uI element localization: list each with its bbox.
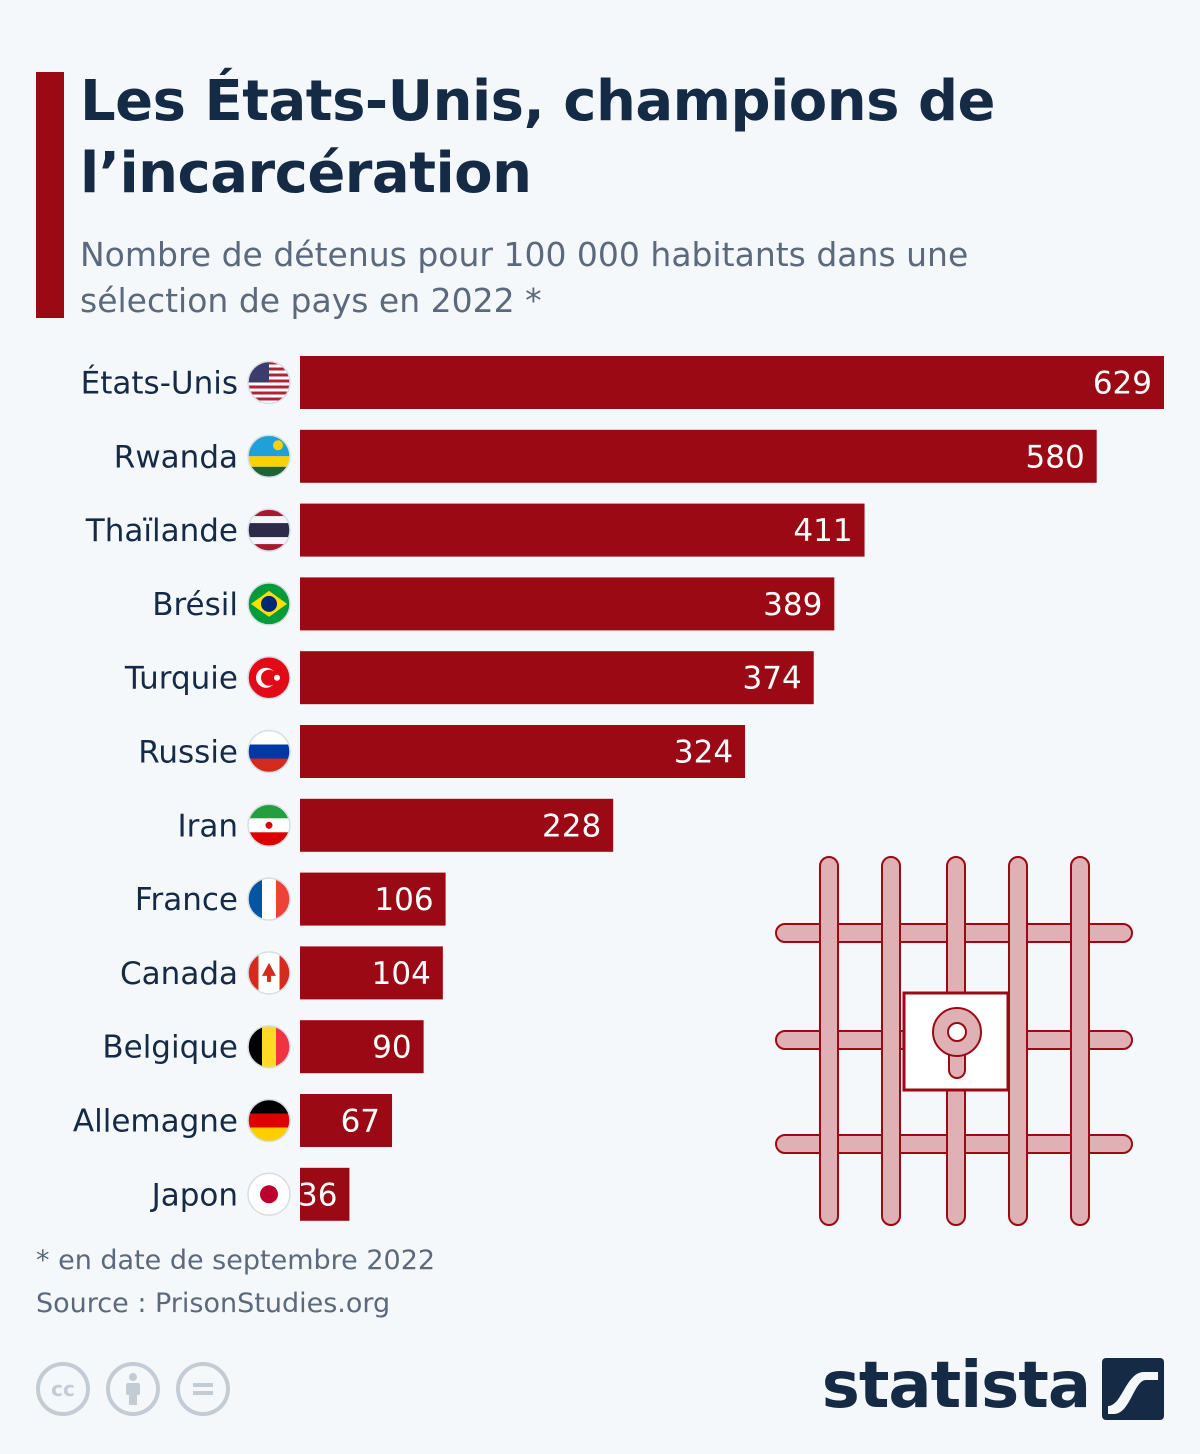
statista-brand[interactable]: statista	[821, 1349, 1091, 1423]
germany-flag-icon	[247, 1098, 291, 1143]
canada-flag-icon	[247, 951, 291, 995]
bar-value-label: 411	[793, 513, 852, 549]
page-subtitle: Nombre de détenus pour 100 000 habitants…	[80, 235, 969, 320]
brazil-flag-icon	[247, 582, 291, 626]
bar-row: 580 Rwanda	[114, 429, 1097, 483]
bar-row: 106 France	[135, 872, 446, 926]
bar	[300, 872, 446, 926]
footnote: * en date de septembre 2022	[36, 1245, 436, 1276]
bar-row: 228 Iran	[177, 798, 614, 852]
attribution-icon[interactable]	[106, 1362, 160, 1416]
bar	[300, 503, 865, 557]
statista-logo-icon[interactable]	[1102, 1358, 1164, 1420]
bar-row: 411 Thaïlande	[85, 503, 865, 557]
bar-value-label: 389	[763, 587, 822, 623]
jail-cell-bars-icon	[775, 856, 1133, 1226]
bar-value-label: 228	[542, 808, 601, 844]
russia-flag-icon	[247, 729, 291, 774]
bar	[300, 1020, 424, 1074]
bar-value-label: 90	[372, 1030, 411, 1066]
bar-row: 90 Belgique	[102, 1020, 424, 1074]
bar-value-label: 374	[743, 661, 802, 697]
rwanda-flag-icon	[247, 434, 291, 479]
bar-row: 104 Canada	[120, 946, 443, 1000]
bar-value-label: 106	[374, 882, 433, 918]
category-label: Allemagne	[73, 1104, 238, 1140]
bar	[300, 1094, 393, 1147]
bar	[300, 356, 1164, 409]
category-label: Canada	[120, 956, 238, 992]
turkey-flag-icon	[247, 655, 291, 700]
thailand-flag-icon	[247, 508, 291, 552]
no-derivatives-icon[interactable]	[176, 1362, 230, 1416]
title-accent-bar	[36, 72, 64, 318]
category-label: France	[135, 882, 238, 918]
bar-value-label: 67	[341, 1104, 380, 1140]
category-label: Belgique	[102, 1030, 238, 1066]
bar-value-label: 629	[1093, 366, 1152, 402]
bar	[300, 946, 443, 1000]
category-label: Japon	[150, 1177, 238, 1213]
bar-row: 389 Brésil	[152, 577, 835, 631]
category-label: Thaïlande	[85, 513, 238, 549]
license-icons: cc	[36, 1362, 230, 1416]
bar	[300, 1167, 350, 1221]
category-label: États-Unis	[81, 366, 238, 402]
bar-row: 36 Japon	[150, 1167, 350, 1221]
bar	[300, 577, 835, 631]
bar	[300, 798, 614, 852]
bar-value-label: 580	[1026, 439, 1085, 475]
bar-row: 324 Russie	[138, 725, 746, 778]
bar	[300, 725, 746, 778]
cc-icon[interactable]: cc	[36, 1362, 90, 1416]
bar-value-label: 104	[372, 956, 431, 992]
bar	[300, 429, 1097, 483]
source-note: Source : PrisonStudies.org	[36, 1288, 391, 1319]
category-label: Iran	[177, 808, 238, 844]
bar-row: 374 Turquie	[124, 651, 814, 705]
belgium-flag-icon	[247, 1024, 291, 1069]
category-label: Brésil	[152, 587, 238, 623]
category-label: Russie	[138, 735, 238, 771]
france-flag-icon	[247, 877, 291, 921]
japan-flag-icon	[247, 1172, 291, 1217]
category-label: Rwanda	[114, 439, 238, 475]
bar-row: 629 États-Unis	[81, 356, 1164, 409]
bar-value-label: 36	[298, 1177, 337, 1213]
us-flag-icon	[247, 360, 291, 405]
iran-flag-icon	[247, 803, 291, 848]
category-label: Turquie	[124, 661, 238, 697]
page-title: Les États-Unis, champions de l’incarcéra…	[80, 69, 996, 206]
bar	[300, 651, 814, 705]
bar-value-label: 324	[674, 735, 733, 771]
bar-row: 67 Allemagne	[73, 1094, 393, 1147]
